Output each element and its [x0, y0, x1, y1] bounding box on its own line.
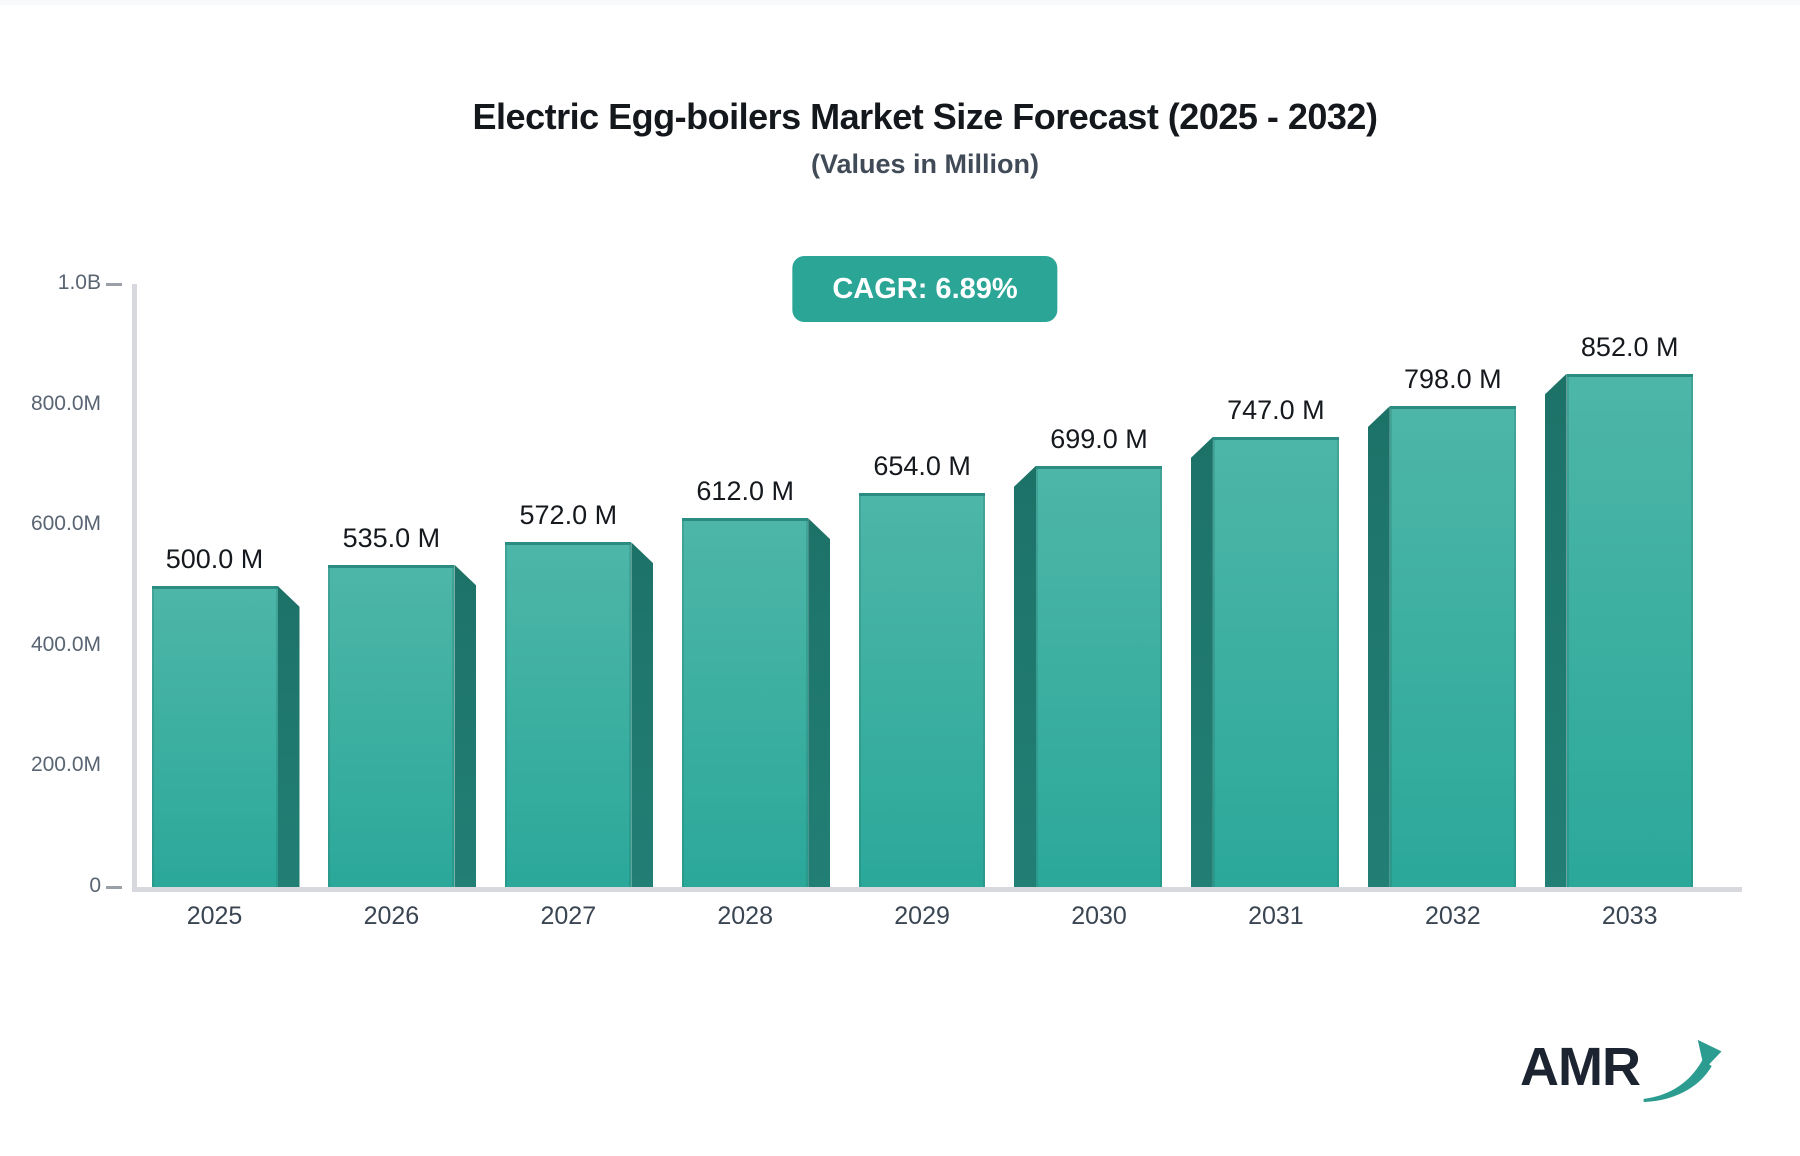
bar-side-face — [1544, 373, 1567, 887]
page-top-border — [0, 0, 1800, 5]
x-axis-category-label: 2028 — [717, 902, 773, 930]
bar-value-label: 535.0 M — [342, 522, 441, 553]
bar-side-face — [808, 518, 831, 887]
y-axis-tick-mark — [106, 283, 122, 287]
x-axis-category-label: 2027 — [540, 902, 597, 930]
y-axis-tick-label: 400.0M — [30, 632, 101, 656]
x-axis-category-label: 2025 — [186, 902, 243, 930]
bar-front-face — [328, 564, 455, 887]
y-axis-line — [132, 284, 137, 891]
bar-value-label: 747.0 M — [1227, 394, 1325, 425]
x-axis-category-label: 2030 — [1071, 902, 1127, 930]
bar-front-face — [859, 492, 986, 887]
x-axis-category-label: 2031 — [1248, 902, 1304, 930]
bar-front-face — [1036, 465, 1162, 887]
bar-side-face — [1367, 406, 1390, 887]
x-axis-category-label: 2032 — [1424, 902, 1481, 930]
bar-value-label: 612.0 M — [696, 476, 794, 507]
trend-up-arrow-icon — [1642, 1038, 1724, 1109]
bar-side-face — [1014, 465, 1036, 887]
bar-front-face — [682, 518, 809, 887]
bar-value-label: 798.0 M — [1404, 364, 1502, 395]
bar-side-face — [631, 542, 654, 887]
y-axis-tick-mark — [106, 886, 122, 889]
chart-subtitle: (Values in Million) — [810, 149, 1040, 179]
bar-side-face — [454, 564, 477, 887]
amr-logo-text: AMR — [1520, 1037, 1641, 1097]
y-axis-tick-label: 1.0B — [57, 271, 101, 295]
bar-side-face — [277, 585, 300, 887]
cagr-badge: CAGR: 6.89% — [792, 256, 1058, 322]
bar-front-face — [1212, 436, 1339, 887]
bar-side-face — [1190, 436, 1213, 887]
x-axis-line — [132, 887, 1742, 892]
y-axis-tick-label: 800.0M — [30, 391, 101, 415]
x-axis-category-label: 2029 — [894, 902, 950, 930]
bar-front-face — [1389, 406, 1516, 887]
amr-logo: AMR — [1520, 1036, 1730, 1106]
bar-front-face — [505, 542, 632, 887]
bar-front-face — [151, 585, 278, 887]
bar-value-label: 699.0 M — [1050, 423, 1148, 454]
y-axis-tick-label: 600.0M — [30, 512, 101, 536]
chart-header: Electric Egg-boilers Market Size Forecas… — [60, 0, 1790, 340]
bar-value-label: 654.0 M — [873, 450, 971, 481]
x-axis-category-label: 2033 — [1601, 902, 1658, 930]
bar-front-face — [1566, 373, 1693, 887]
x-axis-category-label: 2026 — [363, 902, 420, 930]
bar-value-label: 572.0 M — [519, 500, 618, 531]
bar-value-label: 500.0 M — [165, 543, 264, 574]
y-axis-tick-label: 0 — [89, 874, 101, 897]
bar-value-label: 852.0 M — [1580, 331, 1679, 362]
y-axis-tick-label: 200.0M — [30, 753, 101, 777]
chart-title: Electric Egg-boilers Market Size Forecas… — [472, 96, 1378, 137]
